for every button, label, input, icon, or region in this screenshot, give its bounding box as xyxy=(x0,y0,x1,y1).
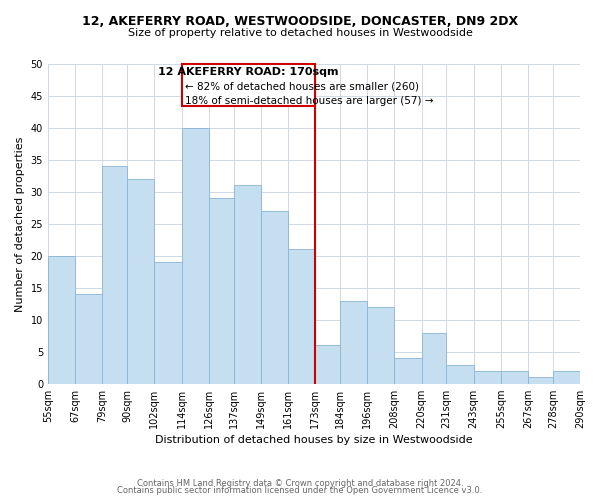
Bar xyxy=(154,262,182,384)
Bar xyxy=(553,371,580,384)
FancyBboxPatch shape xyxy=(182,64,315,106)
Bar xyxy=(233,186,261,384)
Text: Contains HM Land Registry data © Crown copyright and database right 2024.: Contains HM Land Registry data © Crown c… xyxy=(137,478,463,488)
Bar xyxy=(288,250,315,384)
Bar xyxy=(394,358,422,384)
Bar xyxy=(446,364,473,384)
Bar xyxy=(315,346,340,384)
Bar xyxy=(102,166,127,384)
Bar xyxy=(182,128,209,384)
Bar xyxy=(501,371,528,384)
Bar xyxy=(473,371,501,384)
Bar xyxy=(340,300,367,384)
Y-axis label: Number of detached properties: Number of detached properties xyxy=(15,136,25,312)
Bar xyxy=(528,378,553,384)
Bar xyxy=(75,294,102,384)
Bar xyxy=(261,211,288,384)
Text: Contains public sector information licensed under the Open Government Licence v3: Contains public sector information licen… xyxy=(118,486,482,495)
Text: 12, AKEFERRY ROAD, WESTWOODSIDE, DONCASTER, DN9 2DX: 12, AKEFERRY ROAD, WESTWOODSIDE, DONCAST… xyxy=(82,15,518,28)
Text: ← 82% of detached houses are smaller (260): ← 82% of detached houses are smaller (26… xyxy=(185,82,419,92)
Bar xyxy=(367,307,394,384)
Bar xyxy=(48,256,75,384)
Bar xyxy=(209,198,233,384)
Bar xyxy=(127,179,154,384)
Bar xyxy=(422,332,446,384)
X-axis label: Distribution of detached houses by size in Westwoodside: Distribution of detached houses by size … xyxy=(155,435,473,445)
Text: Size of property relative to detached houses in Westwoodside: Size of property relative to detached ho… xyxy=(128,28,472,38)
Text: 18% of semi-detached houses are larger (57) →: 18% of semi-detached houses are larger (… xyxy=(185,96,433,106)
Text: 12 AKEFERRY ROAD: 170sqm: 12 AKEFERRY ROAD: 170sqm xyxy=(158,67,338,77)
